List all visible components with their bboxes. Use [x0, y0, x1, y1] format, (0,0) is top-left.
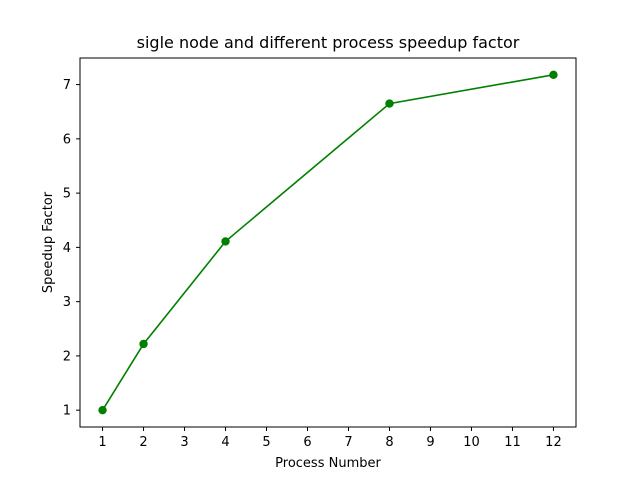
x-tick-label: 3	[180, 435, 188, 450]
y-tick-label: 6	[63, 132, 71, 147]
y-tick-label: 2	[63, 349, 71, 364]
chart-title: sigle node and different process speedup…	[137, 33, 520, 52]
data-point	[385, 99, 394, 108]
x-tick-label: 6	[303, 435, 311, 450]
y-tick-label: 4	[63, 241, 71, 256]
y-tick-label: 7	[63, 78, 71, 93]
x-tick-label: 5	[262, 435, 270, 450]
x-axis-label: Process Number	[275, 456, 381, 471]
x-tick-label: 8	[385, 435, 393, 450]
x-tick-label: 2	[139, 435, 147, 450]
x-axis: 1 2 3 4 5 6 7 8 9 10 11 12	[98, 427, 562, 450]
y-tick-label: 1	[63, 404, 71, 419]
x-tick-label: 4	[221, 435, 229, 450]
data-point	[221, 237, 230, 246]
data-point	[549, 70, 558, 80]
plot-frame	[79, 57, 577, 428]
data-point	[98, 405, 107, 415]
x-tick-label: 7	[344, 435, 352, 450]
y-axis: 1 2 3 4 5 6 7	[63, 78, 80, 419]
y-axis-label: Speedup Factor	[41, 191, 56, 293]
y-tick-label: 3	[63, 295, 71, 310]
data-point	[139, 339, 148, 349]
x-tick-label: 11	[504, 435, 521, 450]
x-tick-label: 1	[98, 435, 106, 450]
series-line	[101, 74, 554, 411]
y-tick-label: 5	[63, 187, 71, 202]
x-tick-label: 10	[463, 435, 480, 450]
x-tick-label: 9	[426, 435, 434, 450]
x-tick-label: 12	[545, 435, 562, 450]
series-layer	[98, 70, 558, 415]
